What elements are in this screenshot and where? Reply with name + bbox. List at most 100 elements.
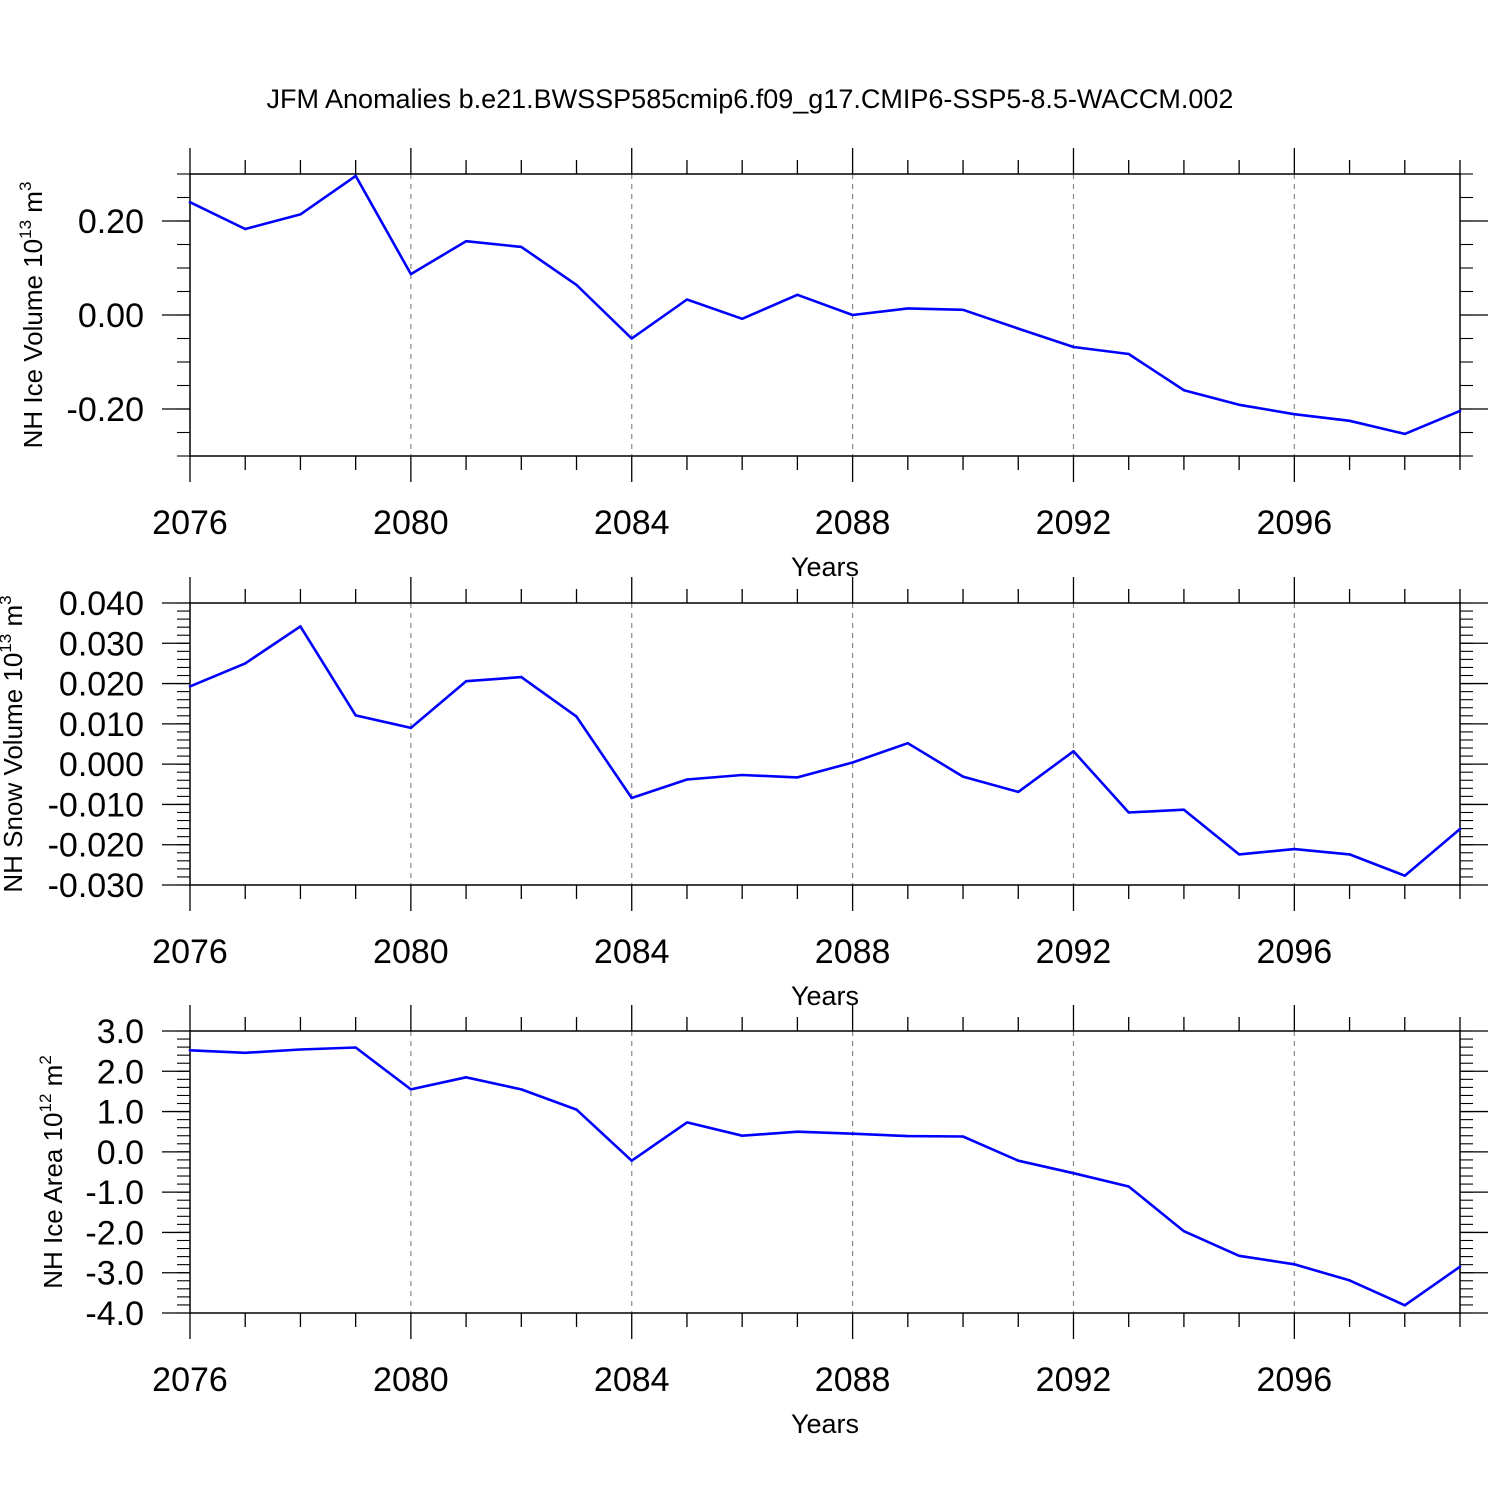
y-tick-label: 0.000 [59,746,144,784]
x-axis-label: Years [791,552,859,582]
y-axis-label-exponent: 12 [36,1094,55,1113]
x-tick-label: 2084 [594,1361,670,1399]
y-tick-label: -1.0 [85,1174,144,1212]
data-point [1237,403,1241,406]
x-tick-label: 2084 [594,504,670,542]
data-point [1127,352,1130,356]
data-point [354,1046,357,1049]
panel-snow-volume: -0.030-0.020-0.0100.0000.0100.0200.0300.… [0,577,1488,1011]
data-point [1127,811,1130,814]
data-point [906,1134,910,1138]
y-axis-label-text: NH Ice Area 10 [38,1112,68,1288]
x-tick-label: 2088 [815,1361,891,1399]
data-point [1293,847,1296,851]
panel-ice-volume: -0.20 0.00 0.20 2076 2080 2084 2088 2092 2096 Yea… [16,148,1488,582]
x-tick-label: 2092 [1036,1361,1112,1399]
data-point [1403,432,1406,436]
data-point [851,761,854,764]
data-point [464,1076,468,1079]
data-point [1237,1254,1241,1257]
data-point [1182,808,1186,811]
data-point [188,201,192,204]
data-point [299,213,302,216]
series-line [188,625,1462,878]
y-tick-label: 3.0 [97,1013,144,1051]
plot-frame [189,602,1461,886]
y-axis-label-unit-exponent: 3 [16,182,35,191]
y-axis-label-text: NH Snow Volume 10 [0,653,28,893]
y-axis-label: NH Ice Volume 1013 m3 [16,182,48,449]
x-tick-label: 2092 [1036,933,1112,971]
data-point [244,227,247,231]
figure-title: JFM Anomalies b.e21.BWSSP585cmip6.f09_g1… [266,84,1234,114]
data-point [1348,853,1351,856]
y-axis-label-text: NH Ice Volume 10 [18,239,48,449]
data-point [685,298,689,301]
y-tick-label: 1.0 [97,1094,144,1132]
x-tick-label: 2076 [152,933,228,971]
data-point [1458,409,1462,413]
x-tick-label: 2084 [594,933,670,971]
data-point [1072,1172,1075,1175]
data-point [630,796,633,800]
data-point [961,775,965,778]
data-point [244,1051,247,1054]
x-axis-label: Years [791,981,859,1011]
data-point [1017,327,1020,330]
data-point [520,1088,523,1091]
data-point [1293,1263,1296,1266]
y-tick-label: 0.20 [78,203,144,241]
x-tick-label: 2096 [1257,1361,1333,1399]
data-point [1237,853,1241,856]
data-point [299,1048,302,1051]
data-point [464,240,468,243]
x-tick-label: 2076 [152,1361,228,1399]
data-point [575,1108,578,1111]
data-point [575,283,578,287]
y-tick-label: -3.0 [85,1255,144,1293]
y-axis-label-exponent: 13 [0,634,15,653]
data-point [906,307,910,310]
data-point [630,1159,633,1162]
y-tick-label: -4.0 [85,1295,144,1333]
data-point [464,679,468,683]
data-point [1348,1279,1351,1282]
data-point [851,1132,854,1135]
data-point [1017,1159,1020,1162]
data-point [1072,750,1075,753]
data-point [740,317,744,320]
y-tick-label: 0.040 [59,585,144,623]
data-point [630,337,633,340]
x-tick-label: 2076 [152,504,228,542]
y-tick-label: -0.20 [67,391,145,429]
y-axis-label: NH Snow Volume 1013 m3 [0,595,28,892]
data-point [685,778,689,781]
y-tick-label: -2.0 [85,1214,144,1252]
series-line [188,174,1462,436]
data-point [1127,1185,1130,1188]
data-point [409,726,413,730]
data-point [520,675,523,679]
y-tick-label: 0.020 [59,666,144,704]
data-point [354,174,357,178]
x-tick-label: 2088 [815,504,891,542]
panel-ice-area: -4.0-3.0-2.0-1.00.01.02.03.0 2076 2080 2084… [36,1005,1488,1439]
x-tick-label: 2092 [1036,504,1112,542]
data-point [354,714,357,717]
x-tick-label: 2096 [1257,504,1333,542]
y-axis-label-exponent: 13 [16,220,35,239]
y-tick-label: -0.030 [48,867,144,905]
data-point [740,1134,744,1137]
y-axis-label-unit: m [18,191,48,220]
x-tick-label: 2080 [373,504,449,542]
data-point [1403,874,1406,877]
y-tick-label: -0.020 [48,827,144,865]
data-point [961,1135,965,1138]
y-axis-label: NH Ice Area 1012 m2 [36,1055,68,1289]
data-point [1017,790,1020,794]
y-axis-label-unit: m [0,605,28,634]
y-tick-label: 0.010 [59,706,144,744]
y-tick-label: 0.0 [97,1134,144,1172]
plot-frame [189,1030,1461,1314]
data-point [740,773,744,777]
